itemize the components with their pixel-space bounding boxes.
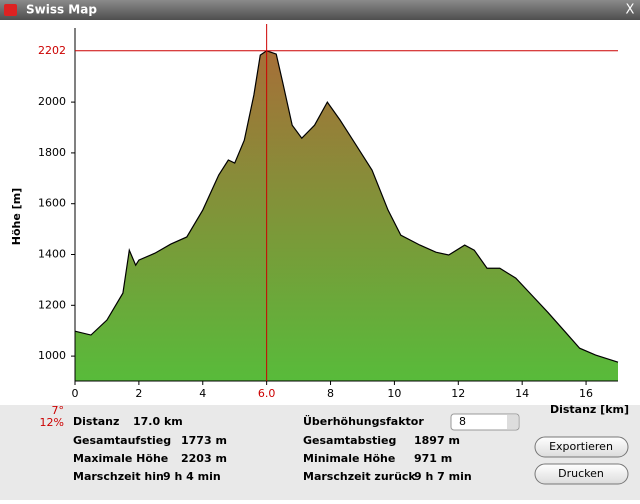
x-tick-label: 8 xyxy=(327,387,334,400)
factor-select[interactable] xyxy=(450,413,520,431)
marker-label: 2202 xyxy=(38,44,66,57)
y-tick-label: 2000 xyxy=(38,95,66,108)
info-value: 9 h 4 min xyxy=(163,470,221,483)
x-tick-label: 14 xyxy=(515,387,529,400)
cursor-label-bg xyxy=(247,387,286,401)
info-value: 971 m xyxy=(414,452,452,465)
y-tick-label: 1400 xyxy=(38,248,66,261)
info-value: 17.0 km xyxy=(133,415,183,428)
info-label: Marschzeit hin xyxy=(73,470,164,483)
app-icon xyxy=(4,4,17,16)
select-arrows xyxy=(507,415,518,429)
y-tick-label: 1200 xyxy=(38,298,66,311)
close-button[interactable]: X xyxy=(626,3,635,18)
info-label: Maximale Höhe xyxy=(73,452,168,465)
info-value: 2203 m xyxy=(181,452,227,465)
print-button[interactable] xyxy=(534,463,629,485)
area-fill xyxy=(75,50,618,382)
slope-degrees: 7° xyxy=(52,404,65,417)
info-label: Überhöhungsfaktor xyxy=(303,414,424,428)
info-value: 1773 m xyxy=(181,434,227,447)
info-label: Gesamtaufstieg xyxy=(73,434,171,447)
cursor-label: 6.0 xyxy=(258,387,276,400)
print-label: Drucken xyxy=(558,467,604,480)
x-tick-label: 4 xyxy=(199,387,206,400)
window-title: Swiss Map xyxy=(26,3,97,17)
export-button[interactable] xyxy=(534,436,629,458)
x-tick-label: 16 xyxy=(579,387,593,400)
info-label: Distanz xyxy=(73,415,119,428)
info-panel: Distanz 17.0 km Überhöhungsfaktor Gesamtauf… xyxy=(73,414,472,483)
y-axis-label: Höhe [m] xyxy=(10,188,23,245)
x-tick-label: 12 xyxy=(451,387,465,400)
y-tick-label: 1000 xyxy=(38,349,66,362)
info-value: 1897 m xyxy=(414,434,460,447)
plot: 1000120014001600180020000246810121416Höh… xyxy=(10,24,629,416)
profile-line xyxy=(74,50,619,363)
x-tick-label: 0 xyxy=(72,387,79,400)
info-value: 9 h 7 min xyxy=(414,470,472,483)
x-tick-label: 10 xyxy=(387,387,401,400)
title-bar xyxy=(0,0,640,20)
x-axis-label: Distanz [km] xyxy=(550,403,629,416)
info-label: Minimale Höhe xyxy=(303,452,395,465)
factor-value: 8 xyxy=(459,415,466,428)
info-label: Gesamtabstieg xyxy=(303,434,396,447)
export-label: Exportieren xyxy=(549,440,613,453)
y-tick-label: 1600 xyxy=(38,197,66,210)
x-tick-label: 2 xyxy=(135,387,142,400)
info-label: Marschzeit zurück xyxy=(303,470,416,483)
slope-percent: 12% xyxy=(40,416,64,429)
y-tick-label: 1800 xyxy=(38,146,66,159)
